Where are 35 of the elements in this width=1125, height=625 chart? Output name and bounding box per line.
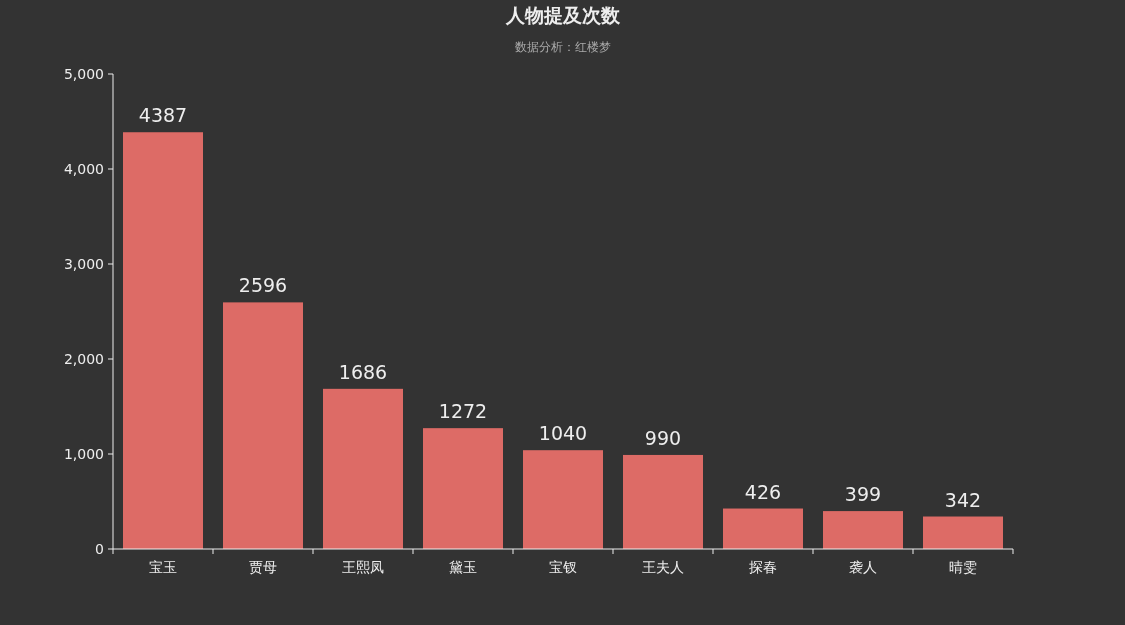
data-label: 426 <box>744 480 782 503</box>
chart-title: 人物提及次数 <box>504 4 621 26</box>
data-label: 1272 <box>438 400 488 423</box>
data-label: 1686 <box>338 360 388 383</box>
y-tick-label: 3,000 <box>63 256 104 272</box>
bar <box>923 516 1003 549</box>
data-label: 2596 <box>238 274 288 297</box>
bar <box>723 508 803 549</box>
x-tick-label: 袭人 <box>849 559 877 575</box>
y-tick-label: 4,000 <box>63 161 104 177</box>
data-label: 4387 <box>138 104 188 127</box>
data-label: 990 <box>644 426 682 449</box>
bar <box>423 428 503 549</box>
y-tick-label: 2,000 <box>63 351 104 367</box>
bar <box>523 450 603 549</box>
bar <box>123 132 203 549</box>
x-tick-label: 王熙凤 <box>342 559 384 575</box>
bar <box>823 511 903 549</box>
chart-subtitle: 数据分析：红楼梦 <box>514 40 611 54</box>
x-tick-label: 黛玉 <box>449 559 477 575</box>
y-tick-label: 0 <box>95 541 104 557</box>
bar <box>323 388 403 549</box>
x-tick-label: 贾母 <box>249 559 277 575</box>
x-tick-label: 晴雯 <box>949 559 977 575</box>
data-label: 399 <box>844 483 882 506</box>
bar <box>223 302 303 549</box>
y-tick-label: 5,000 <box>63 66 104 82</box>
x-tick-label: 探春 <box>749 559 777 575</box>
data-label: 342 <box>944 488 982 511</box>
x-tick-label: 宝钗 <box>549 559 577 575</box>
bar <box>623 454 703 549</box>
data-label: 1040 <box>538 422 588 445</box>
x-tick-label: 宝玉 <box>149 559 177 575</box>
y-tick-label: 1,000 <box>63 446 104 462</box>
x-tick-label: 王夫人 <box>642 559 684 575</box>
